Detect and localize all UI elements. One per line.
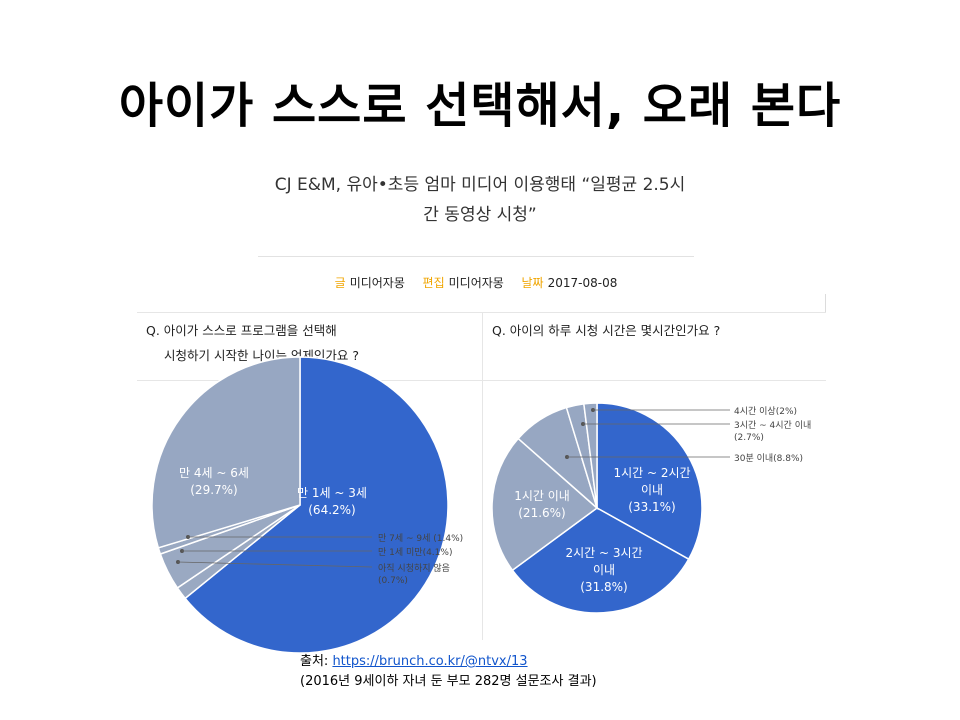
left-question-line1: Q. 아이가 스스로 프로그램을 선택해 [146, 323, 337, 338]
pie2-callout-5-0: 4시간 이상(2%) [734, 406, 797, 417]
source-note: (2016년 9세이하 자녀 둔 부모 282명 설문조사 결과) [300, 674, 597, 689]
pie1-callout-3-1: (0.7%) [378, 576, 408, 586]
pie2-label-0-0: 1시간 ~ 2시간 [613, 466, 690, 480]
article-headline-line2: 간 동영상 시청” [423, 205, 537, 225]
pie1-label-4-0: 만 4세 ~ 6세 [179, 466, 249, 480]
pie2-label-1-2: (31.8%) [580, 580, 627, 594]
pie2-slice-2 [491, 437, 599, 572]
article-headline-line1: CJ E&M, 유아•초등 엄마 미디어 이용행태 “일평균 2.5시 [274, 175, 686, 195]
editor-name: 미디어자몽 [448, 276, 504, 290]
pie2-slice-0 [596, 402, 703, 561]
pie1-callout-2-0: 만 1세 미만(4.1%) [378, 547, 452, 558]
pie2-slice-5 [583, 402, 598, 509]
article-headline: CJ E&M, 유아•초등 엄마 미디어 이용행태 “일평균 2.5시 간 동영… [240, 170, 720, 230]
pie1-callout-line-3 [177, 561, 373, 568]
writer-key: 글 [334, 276, 346, 290]
pie2-slice-1 [511, 507, 690, 614]
editor-key: 편집 [422, 276, 445, 290]
right-question: Q. 아이의 하루 시청 시간은 몇시간인가요 ? [492, 318, 720, 343]
source-block: 출처: https://brunch.co.kr/@ntvx/13 (2016년… [300, 652, 597, 692]
headline-divider [258, 256, 694, 257]
pie1-callout-3-0: 아직 시청하지 않음 [378, 563, 450, 574]
date-key: 날짜 [521, 276, 544, 290]
pie2-label-1-1: 이내 [593, 563, 615, 577]
pie1-label-0-0: 만 1세 ~ 3세 [297, 486, 367, 500]
pie2-label-2-0: 1시간 이내 [514, 489, 570, 503]
pie2-label-0-2: (33.1%) [628, 500, 675, 514]
pie1-label-4-1: (29.7%) [190, 483, 237, 497]
panel-right-tick [825, 294, 826, 312]
right-question-rule [483, 380, 826, 381]
pie1-callout-1-0: 만 7세 ~ 9세 (1.4%) [378, 533, 463, 544]
pie2-callout-4-0: 3시간 ~ 4시간 이내 [734, 420, 811, 431]
pie2-label-1-0: 2시간 ~ 3시간 [565, 546, 642, 560]
right-question-line1: Q. 아이의 하루 시청 시간은 몇시간인가요 ? [492, 323, 721, 338]
pie1-slice-0 [184, 356, 449, 654]
pie2-callout-3-0: 30분 이내(8.8%) [734, 453, 803, 464]
article-date: 2017-08-08 [547, 276, 618, 290]
pie1-slice-4 [151, 356, 301, 549]
writer-name: 미디어자몽 [349, 276, 405, 290]
source-label: 출처: [300, 654, 333, 669]
pie2-label-2-1: (21.6%) [518, 506, 565, 520]
panel-top-rule [137, 312, 826, 313]
article-meta: 글 미디어자몽 편집 미디어자몽 날짜 2017-08-08 [258, 274, 694, 291]
source-link[interactable]: https://brunch.co.kr/@ntvx/13 [332, 654, 528, 669]
slide-title: 아이가 스스로 선택해서, 오래 본다 [118, 78, 842, 134]
panel-divider [482, 313, 483, 640]
pie2-label-0-1: 이내 [641, 483, 663, 497]
pie2-callout-4-1: (2.7%) [734, 433, 764, 443]
pie1-label-0-1: (64.2%) [308, 503, 355, 517]
